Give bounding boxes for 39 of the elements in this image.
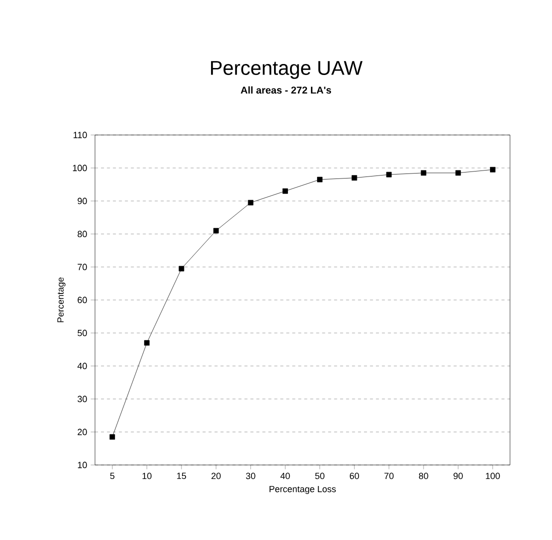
point (144, 340, 150, 346)
x-tick-label: 70 (384, 472, 394, 480)
x-tick-label: 30 (246, 472, 256, 480)
point (317, 176, 322, 182)
point (490, 166, 496, 172)
y-tick-label: 50 (78, 330, 87, 336)
point (386, 172, 392, 178)
y-axis-title: Percentage (57, 277, 66, 322)
point (110, 434, 115, 440)
y-tick-label: 40 (77, 362, 87, 370)
y-tick-label: 60 (78, 296, 87, 304)
point (455, 170, 461, 176)
x-tick-label: 40 (280, 472, 290, 480)
x-tick-label: 50 (315, 472, 324, 480)
x-tick-label: 5 (110, 472, 114, 480)
point (213, 228, 219, 234)
y-tick-label: 110 (74, 132, 87, 138)
x-tick-label: 20 (212, 472, 221, 480)
x-tick-label: 80 (418, 472, 428, 480)
x-tick-label: 15 (177, 472, 186, 480)
y-tick-label: 10 (78, 462, 87, 468)
y-tick-label: 90 (78, 198, 87, 204)
x-tick-label: 90 (454, 472, 463, 480)
x-tick-label: 10 (142, 472, 152, 480)
chart-subtitle: All areas - 272 LA's (240, 86, 332, 94)
point (178, 266, 184, 272)
x-axis-title: Percentage Loss (270, 486, 336, 494)
point (248, 200, 254, 206)
y-tick-label: 70 (78, 264, 87, 270)
x-tick-label: 100 (486, 472, 500, 480)
point (352, 175, 358, 181)
x-tick-label: 60 (350, 472, 360, 480)
y-tick-label: 100 (72, 164, 87, 172)
point (282, 188, 288, 194)
y-tick-label: 20 (78, 428, 87, 436)
chart-title: Percentage UAW (211, 61, 363, 79)
y-tick-label: 80 (78, 230, 87, 238)
y-tick-label: 30 (78, 396, 87, 402)
point (420, 170, 426, 176)
